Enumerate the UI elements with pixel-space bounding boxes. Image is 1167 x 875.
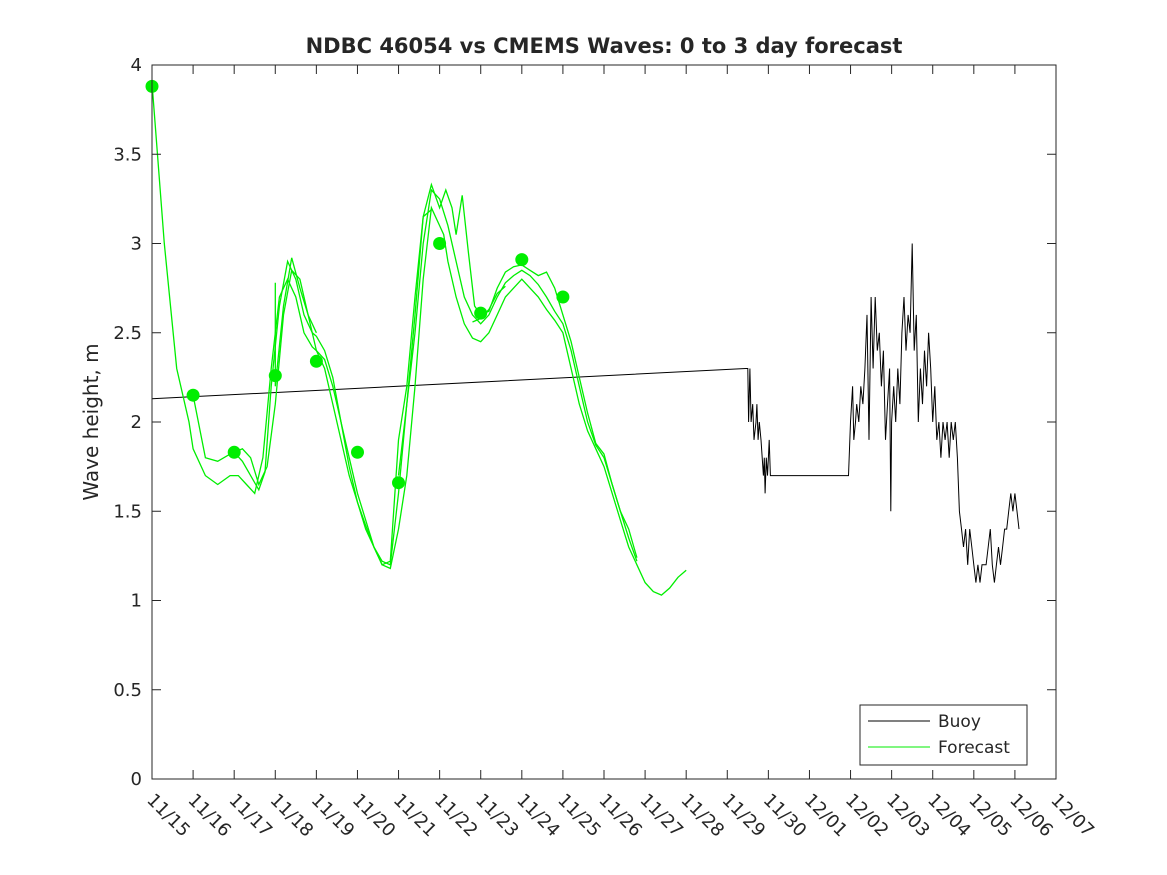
y-tick-label: 2 bbox=[131, 412, 142, 433]
forecast-series-line-3 bbox=[233, 182, 638, 566]
forecast-marker-9 bbox=[474, 306, 488, 320]
legend-box bbox=[859, 704, 1028, 766]
y-ticks: 0 0.5 1 1.5 2 2.5 3 3.5 4 bbox=[113, 55, 1056, 790]
forecast-marker-3 bbox=[227, 445, 241, 459]
y-tick-label: 4 bbox=[131, 55, 142, 76]
y-tick-label: 3 bbox=[131, 234, 142, 255]
forecast-series-line-4 bbox=[274, 257, 317, 387]
legend-forecast-label: Forecast bbox=[938, 738, 1010, 758]
y-tick-label: 0 bbox=[131, 769, 142, 790]
y-tick-label: 2.5 bbox=[113, 323, 142, 344]
plot-series bbox=[145, 79, 1020, 596]
forecast-marker-8 bbox=[433, 237, 447, 250]
forecast-series-line-1 bbox=[151, 82, 687, 596]
forecast-marker-10 bbox=[515, 253, 529, 267]
y-tick-label: 1.5 bbox=[113, 501, 142, 522]
forecast-marker-5 bbox=[309, 354, 323, 368]
forecast-marker-6 bbox=[351, 445, 364, 459]
buoy-series-line bbox=[151, 243, 1020, 583]
forecast-series-line-5 bbox=[397, 209, 432, 476]
forecast-marker-4 bbox=[268, 369, 282, 383]
legend-buoy-label: Buoy bbox=[938, 712, 981, 732]
forecast-marker-2 bbox=[186, 388, 200, 402]
legend: Buoy Forecast bbox=[859, 704, 1028, 766]
forecast-series-line-6 bbox=[472, 285, 506, 323]
forecast-marker-11 bbox=[556, 290, 570, 304]
forecast-marker-7 bbox=[392, 476, 405, 490]
y-tick-label: 3.5 bbox=[113, 144, 142, 165]
chart-title: NDBC 46054 vs CMEMS Waves: 0 to 3 day fo… bbox=[306, 34, 903, 58]
y-tick-label: 1 bbox=[131, 591, 142, 612]
y-tick-label: 0.5 bbox=[113, 680, 142, 701]
y-axis-label: Wave height, m bbox=[79, 343, 103, 500]
forecast-series-line-2 bbox=[192, 188, 638, 566]
